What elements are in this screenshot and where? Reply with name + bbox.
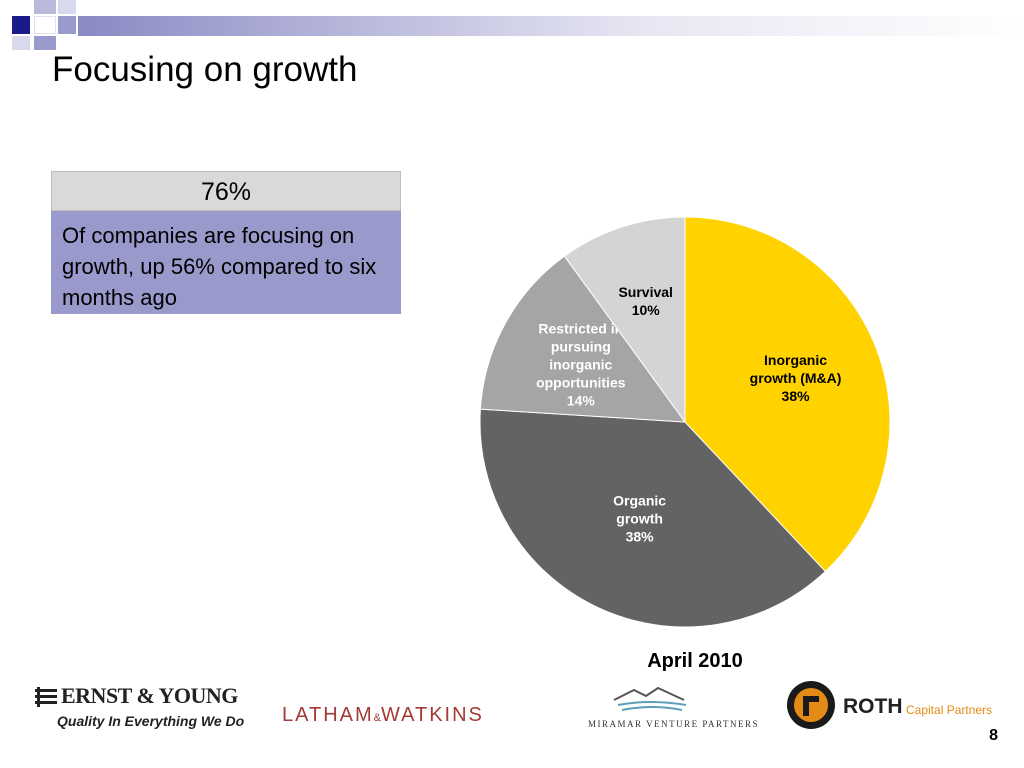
latham-amp: &: [373, 712, 381, 724]
pie-slice-label: Inorganic growth (M&A) 38%: [750, 352, 842, 404]
pie-slice-label: Survival 10%: [618, 284, 672, 318]
miramar-logo: MIRAMAR VENTURE PARTNERS: [588, 686, 757, 731]
pie-slice: [563, 216, 686, 424]
chart-caption: April 2010: [647, 650, 743, 672]
pie-slice: [479, 255, 687, 423]
corner-square-light: [58, 16, 76, 34]
pie-slice-label: Restricted in pursuing inorganic opportunit…: [536, 321, 626, 409]
roth-circle-icon: [787, 681, 835, 729]
pie-slice: [684, 216, 891, 573]
header-gradient-bar: [78, 16, 1024, 36]
stat-callout: 76% Of companies are focusing on growth,…: [51, 171, 401, 314]
corner-square-light: [34, 16, 56, 34]
latham-text: LATHAM: [282, 704, 374, 726]
ernst-young-logo: ERNST & YOUNG Quality In Everything We D…: [35, 683, 244, 733]
pie-chart: Inorganic growth (M&A) 38% Organic growth 38%…: [479, 216, 891, 628]
corner-square-light: [34, 0, 56, 14]
pie-slice: [479, 408, 827, 628]
ernst-young-tagline: Quality In Everything We Do: [57, 713, 245, 729]
latham-watkins-logo: LATHAM&WATKINS: [282, 704, 484, 727]
slide-title: Focusing on growth: [52, 50, 358, 89]
ernst-young-name: ERNST & YOUNG: [61, 683, 238, 708]
corner-square-light: [58, 0, 76, 14]
miramar-name: MIRAMAR VENTURE PARTNERS: [588, 719, 759, 729]
watkins-text: WATKINS: [380, 704, 484, 726]
pie-slice-label: Organic growth 38%: [613, 492, 666, 544]
stat-value: 76%: [51, 171, 401, 211]
corner-square-light: [34, 36, 56, 50]
corner-square-light: [12, 36, 30, 50]
corner-square-dark: [12, 16, 30, 34]
miramar-mountain-icon: [613, 686, 687, 711]
stat-description: Of companies are focusing on growth, up …: [51, 211, 401, 314]
ernst-young-mark-icon: [35, 687, 57, 707]
page-number: 8: [989, 727, 998, 744]
roth-suffix: Capital Partners: [906, 703, 993, 717]
roth-logo: ROTH Capital Partners: [785, 679, 1005, 731]
roth-name: ROTH: [843, 695, 903, 718]
